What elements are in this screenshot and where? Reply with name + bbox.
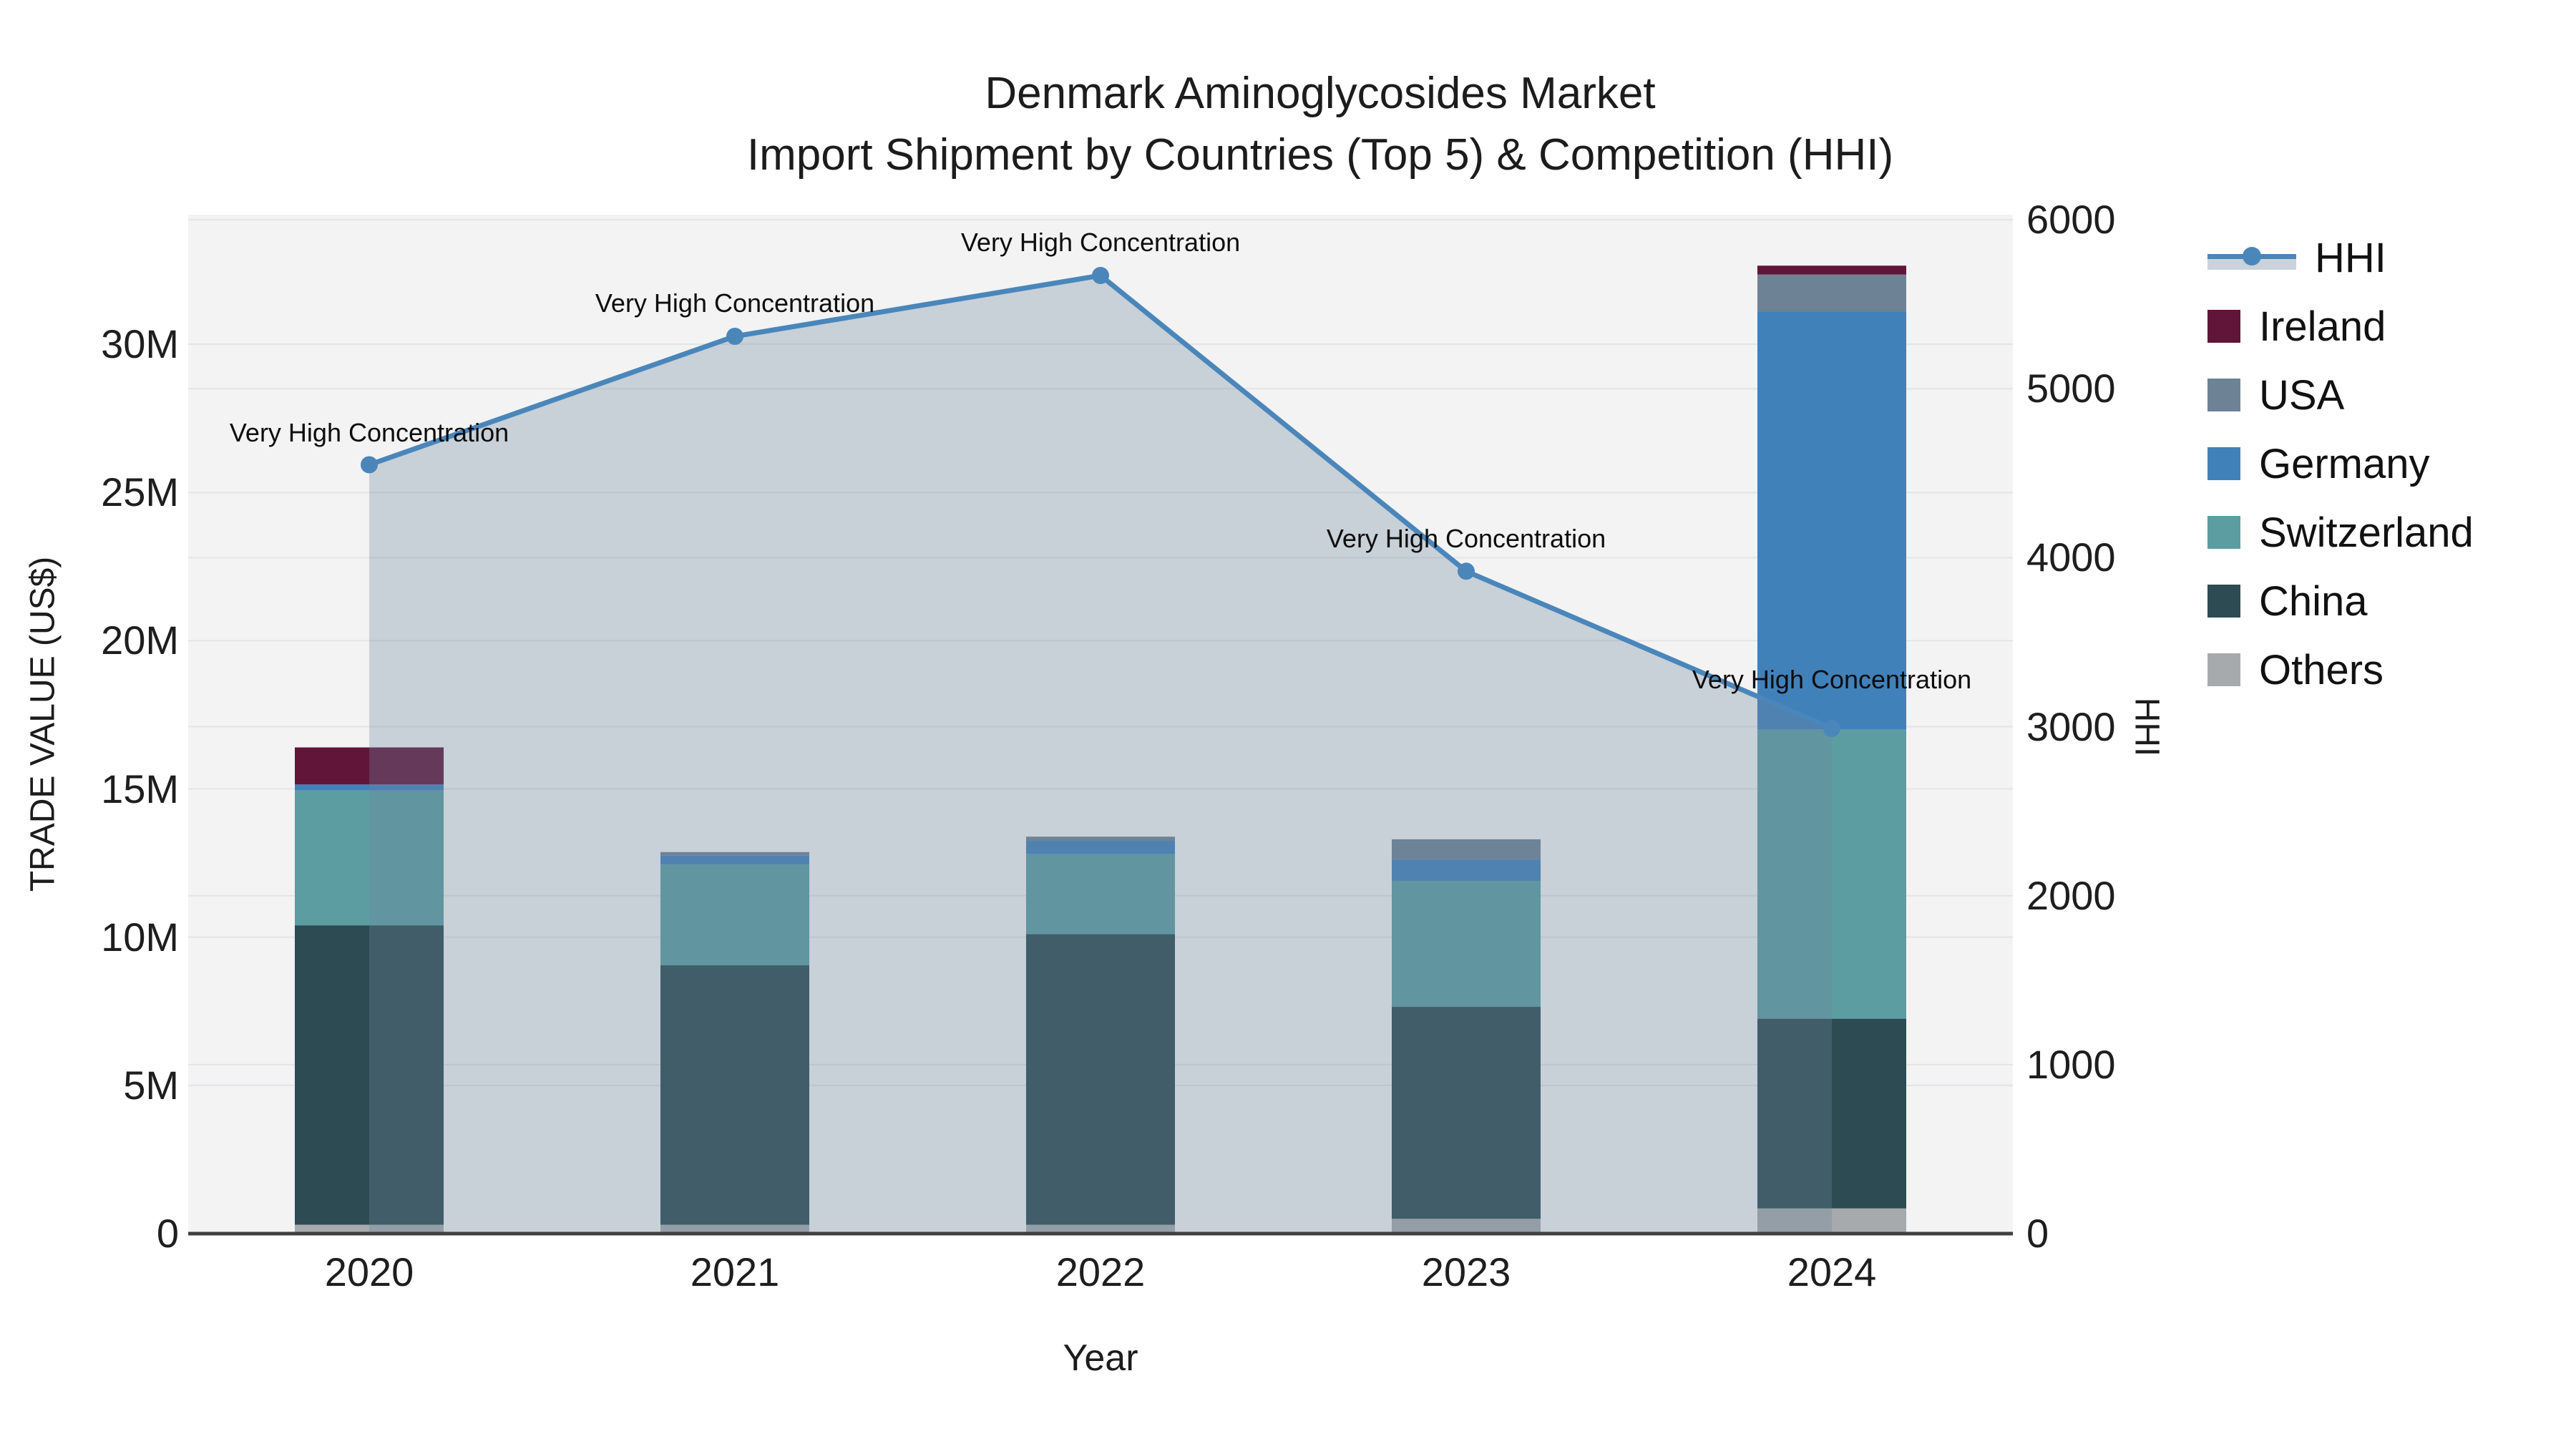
x-tick-label-2023: 2023 (1421, 1249, 1511, 1294)
bar-segment-china-2024 (1757, 1018, 1906, 1209)
x-tick-label-2022: 2022 (1055, 1249, 1146, 1294)
bar-segment-switzerland-2022 (1026, 854, 1175, 935)
bar-segment-others-2022 (1026, 1224, 1175, 1234)
bar-segment-ireland-2020 (295, 747, 444, 785)
bar-segment-usa-2021 (660, 852, 809, 856)
annotation-2024: Very High Concentration (1692, 665, 1972, 694)
legend-swatch-switzerland (2207, 516, 2240, 549)
legend-swatch-germany (2207, 447, 2240, 480)
x-tick-label-2021: 2021 (690, 1249, 780, 1294)
legend-label-germany: Germany (2259, 440, 2430, 487)
annotation-2022: Very High Concentration (960, 228, 1241, 257)
hhi-marker-2023 (1458, 562, 1475, 580)
legend: HHI Ireland USA Germany Switzerland China Othe… (2207, 223, 2474, 704)
bar-segment-others-2020 (295, 1224, 444, 1234)
legend-label-ireland: Ireland (2259, 303, 2386, 350)
y-right-tick-label: 0 (2026, 1211, 2049, 1256)
hhi-marker-2024 (1823, 719, 1840, 737)
y-left-tick-label: 10M (101, 914, 179, 960)
bar-segment-others-2024 (1757, 1208, 1906, 1234)
y-right-tick-label: 3000 (2026, 703, 2116, 749)
bar-segment-switzerland-2021 (660, 864, 809, 966)
bar-segment-switzerland-2023 (1392, 880, 1541, 1008)
bar-segment-ireland-2024 (1757, 265, 1906, 275)
y-right-tick-label: 5000 (2026, 366, 2116, 411)
legend-item-hhi[interactable]: HHI (2207, 223, 2474, 292)
y-right-tick-label: 6000 (2026, 197, 2116, 243)
hhi-marker-2021 (726, 328, 743, 345)
chart-title: Denmark Aminoglycosides Market Import Sh… (747, 63, 1893, 186)
legend-swatch-ireland (2207, 310, 2240, 343)
legend-swatch-china (2207, 585, 2240, 618)
chart-title-line2: Import Shipment by Countries (Top 5) & C… (746, 130, 1894, 180)
y-left-tick-label: 20M (101, 618, 179, 663)
bar-segment-germany-2021 (660, 855, 809, 865)
bar-segment-others-2021 (660, 1224, 809, 1234)
bar-segment-china-2023 (1392, 1007, 1541, 1219)
legend-label-switzerland: Switzerland (2259, 509, 2474, 556)
y-left-tick-label: 25M (101, 469, 179, 515)
bar-segment-germany-2024 (1757, 311, 1906, 730)
y-right-tick-label: 2000 (2026, 872, 2116, 918)
hhi-marker-sample (2243, 247, 2261, 265)
legend-item-china[interactable]: China (2207, 567, 2474, 635)
legend-item-ireland[interactable]: Ireland (2207, 292, 2474, 361)
annotation-2023: Very High Concentration (1326, 524, 1606, 553)
legend-swatch-others (2207, 653, 2240, 686)
legend-item-germany[interactable]: Germany (2207, 429, 2474, 498)
bar-segment-china-2020 (295, 925, 444, 1225)
y-right-tick-label: 4000 (2026, 535, 2116, 580)
bar-segment-usa-2022 (1026, 836, 1175, 841)
legend-label-hhi: HHI (2315, 234, 2386, 281)
y-right-tick-label: 1000 (2026, 1041, 2116, 1087)
y-left-tick-label: 15M (101, 766, 179, 811)
y-left-tick-label: 30M (101, 321, 179, 367)
legend-item-usa[interactable]: USA (2207, 361, 2474, 429)
bar-segment-germany-2020 (295, 784, 444, 791)
legend-label-usa: USA (2259, 371, 2345, 419)
legend-swatch-usa (2207, 379, 2240, 411)
bar-segment-usa-2023 (1392, 839, 1541, 860)
y-left-tick-label: 5M (123, 1062, 179, 1108)
bar-segment-others-2023 (1392, 1219, 1541, 1234)
legend-label-china: China (2259, 577, 2368, 625)
bar-segment-germany-2022 (1026, 841, 1175, 854)
bar-segment-china-2022 (1026, 934, 1175, 1225)
annotation-2021: Very High Concentration (595, 288, 875, 318)
bar-segment-germany-2023 (1392, 859, 1541, 881)
hhi-marker-2022 (1092, 267, 1109, 284)
x-axis-title: Year (1063, 1337, 1138, 1379)
annotation-2020: Very High Concentration (229, 418, 509, 447)
bar-segment-usa-2024 (1757, 274, 1906, 312)
hhi-area (369, 275, 1832, 1234)
legend-item-switzerland[interactable]: Switzerland (2207, 498, 2474, 567)
x-tick-label-2020: 2020 (324, 1249, 414, 1294)
bar-segment-switzerland-2024 (1757, 729, 1906, 1019)
bar-segment-china-2021 (660, 965, 809, 1225)
chart-title-line1: Denmark Aminoglycosides Market (985, 69, 1656, 118)
bar-segment-switzerland-2020 (295, 790, 444, 926)
legend-item-others[interactable]: Others (2207, 635, 2474, 704)
legend-label-others: Others (2259, 646, 2384, 693)
hhi-marker-2020 (361, 456, 378, 474)
y-left-tick-label: 0 (156, 1211, 179, 1256)
hhi-line-swatch-icon (2207, 241, 2296, 274)
x-tick-label-2024: 2024 (1787, 1249, 1877, 1294)
